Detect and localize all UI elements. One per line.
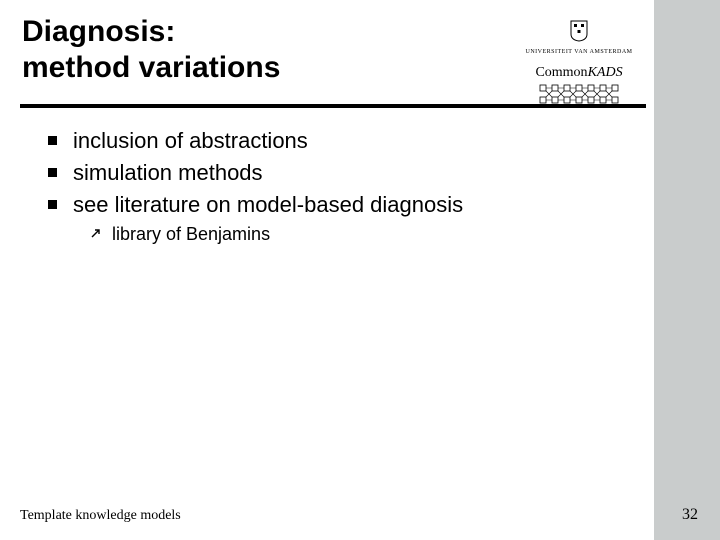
logo-area: UNIVERSITEIT VAN AMSTERDAM CommonKADS xyxy=(514,20,644,110)
commonkads-logo: CommonKADS xyxy=(514,63,644,110)
content-area: inclusion of abstractions simulation met… xyxy=(48,128,630,245)
title-divider xyxy=(20,104,646,108)
arrow-icon xyxy=(90,226,102,242)
university-caption: UNIVERSITEIT VAN AMSTERDAM xyxy=(514,49,644,55)
page-number: 32 xyxy=(682,506,698,524)
bullet-text: see literature on model-based diagnosis xyxy=(73,192,463,218)
shield-icon xyxy=(570,20,588,42)
slide: Diagnosis: method variations UNIVERSITEI… xyxy=(0,0,720,540)
title-line-1: Diagnosis: xyxy=(22,15,175,48)
footer-label: Template knowledge models xyxy=(20,508,181,524)
square-bullet-icon xyxy=(48,200,57,209)
bullet-text: inclusion of abstractions xyxy=(73,128,308,154)
side-band xyxy=(654,0,720,540)
bullet-item: see literature on model-based diagnosis xyxy=(48,192,630,218)
commonkads-text-plain: Common xyxy=(535,65,587,80)
bullet-item: inclusion of abstractions xyxy=(48,128,630,154)
title-line-2: method variations xyxy=(22,51,280,84)
bullet-item: simulation methods xyxy=(48,160,630,186)
sub-bullet-item: library of Benjamins xyxy=(90,224,630,245)
sub-bullet-text: library of Benjamins xyxy=(112,224,270,245)
square-bullet-icon xyxy=(48,168,57,177)
commonkads-text-italic: KADS xyxy=(588,65,623,80)
square-bullet-icon xyxy=(48,136,57,145)
university-logo: UNIVERSITEIT VAN AMSTERDAM xyxy=(514,20,644,55)
bullet-text: simulation methods xyxy=(73,160,263,186)
